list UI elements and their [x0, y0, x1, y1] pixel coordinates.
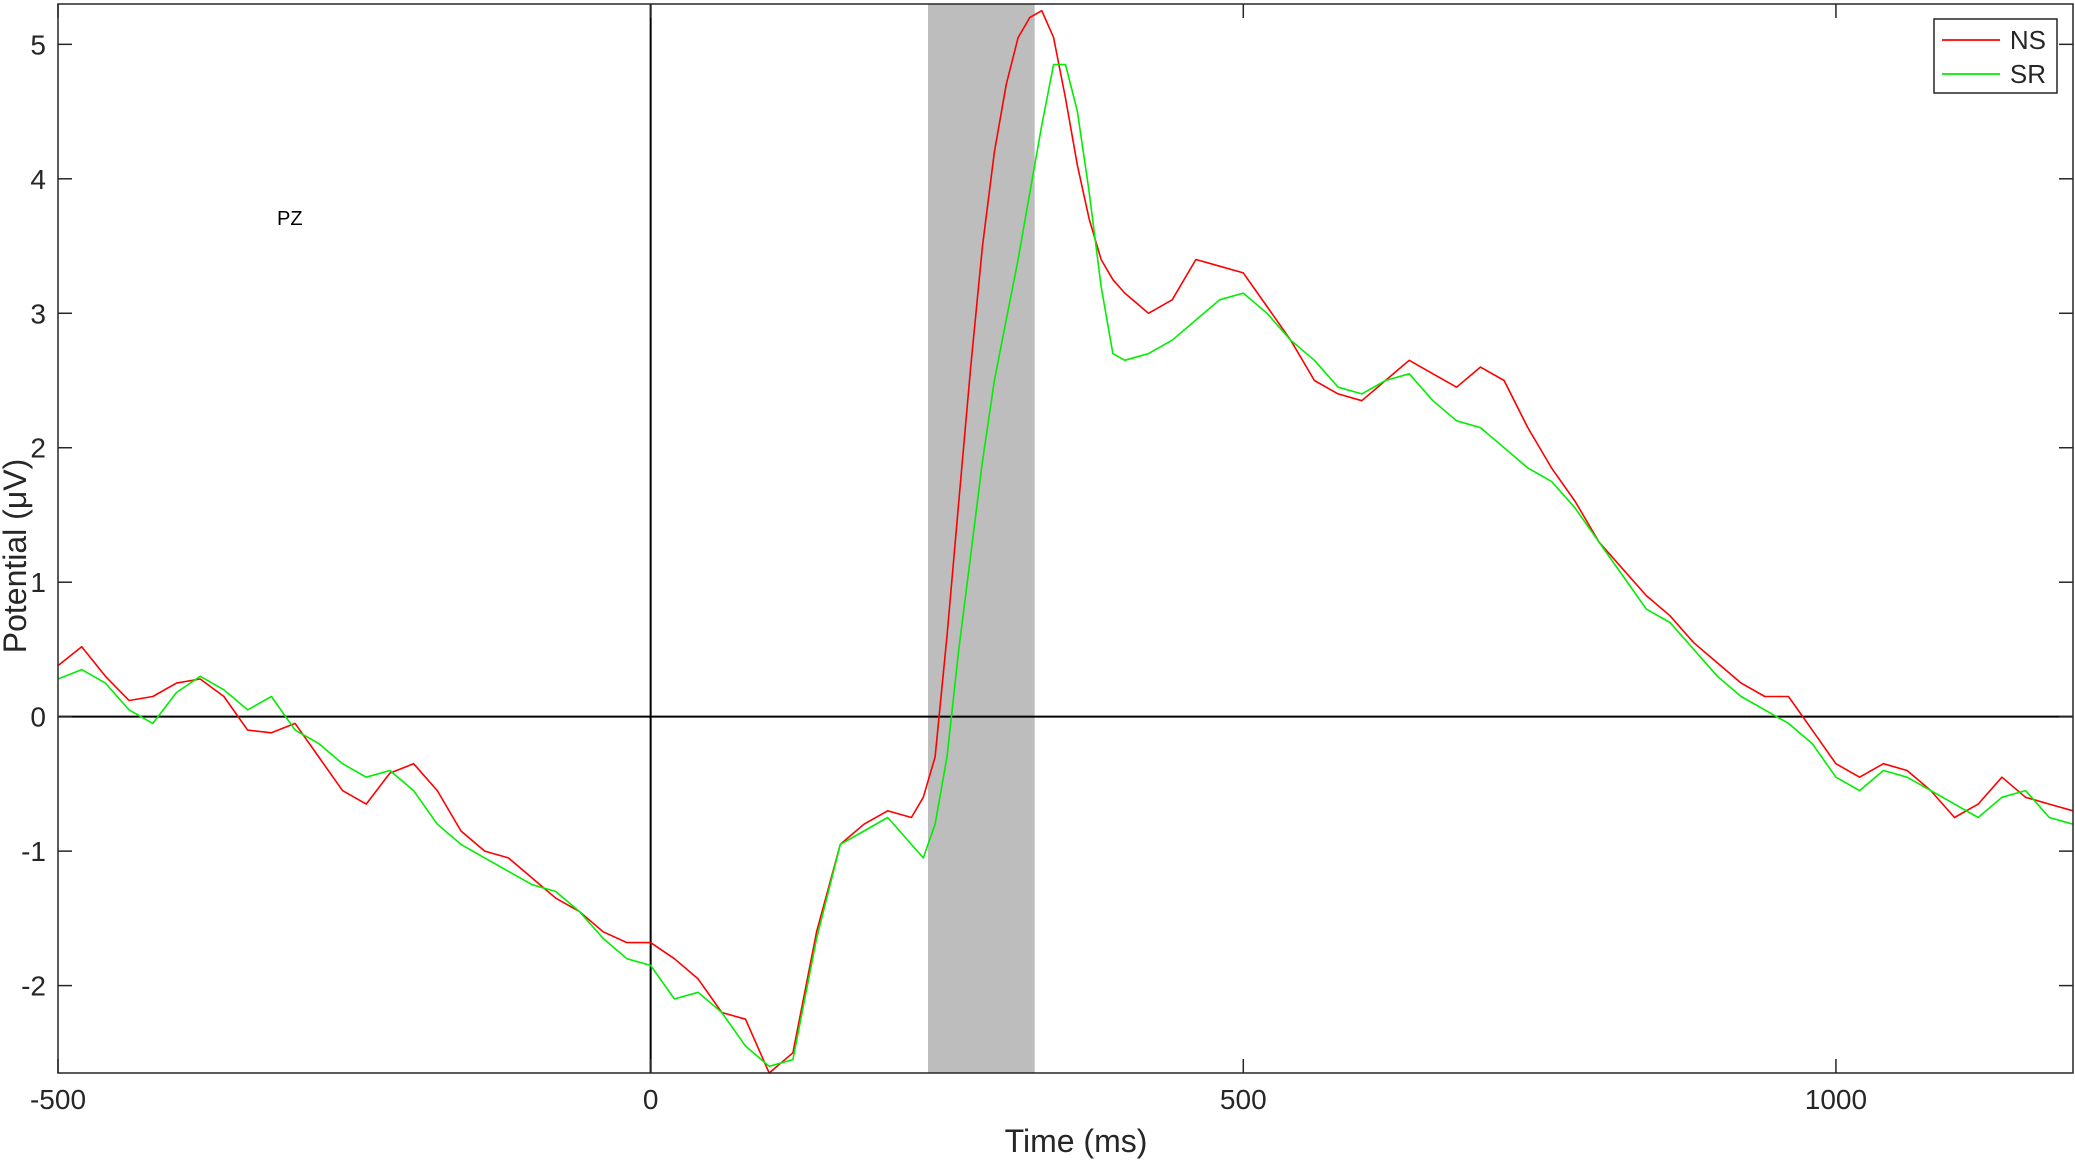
series-lines	[57, 9, 2074, 1074]
y-tick-label: 3	[30, 298, 46, 329]
y-tick-label: 4	[30, 164, 46, 195]
x-tick-label: 0	[643, 1084, 659, 1115]
series-line-ns	[57, 9, 2074, 1074]
legend-label-ns: NS	[2010, 25, 2046, 55]
y-axis-title: Potential (μV)	[0, 459, 33, 654]
legend-box	[1933, 18, 2058, 94]
y-tick-label: 5	[30, 29, 46, 60]
y-tick-label: -1	[21, 836, 46, 867]
plot-frame	[57, 3, 2074, 1074]
reference-lines	[58, 4, 2073, 1073]
channel-annotation: PZ	[277, 208, 303, 230]
x-tick-label: -500	[30, 1084, 86, 1115]
shade-rect	[928, 4, 1035, 1073]
x-tick-label: 500	[1220, 1084, 1267, 1115]
series-line-sr	[57, 63, 2074, 1068]
y-tick-label: 1	[30, 567, 46, 598]
x-axis-title: Time (ms)	[1005, 1123, 1148, 1159]
y-tick-label: 2	[30, 433, 46, 464]
x-tick-label: 1000	[1805, 1084, 1867, 1115]
shaded-time-window	[928, 4, 1035, 1073]
axes-box	[57, 3, 2074, 1074]
y-tick-label: -2	[21, 971, 46, 1002]
legend: NS SR	[1933, 18, 2058, 94]
axis-ticks: -500 0 500 1000 -2 -1 0 1 2 3 4 5	[21, 4, 2073, 1115]
legend-label-sr: SR	[2010, 59, 2046, 89]
y-tick-label: 0	[30, 702, 46, 733]
